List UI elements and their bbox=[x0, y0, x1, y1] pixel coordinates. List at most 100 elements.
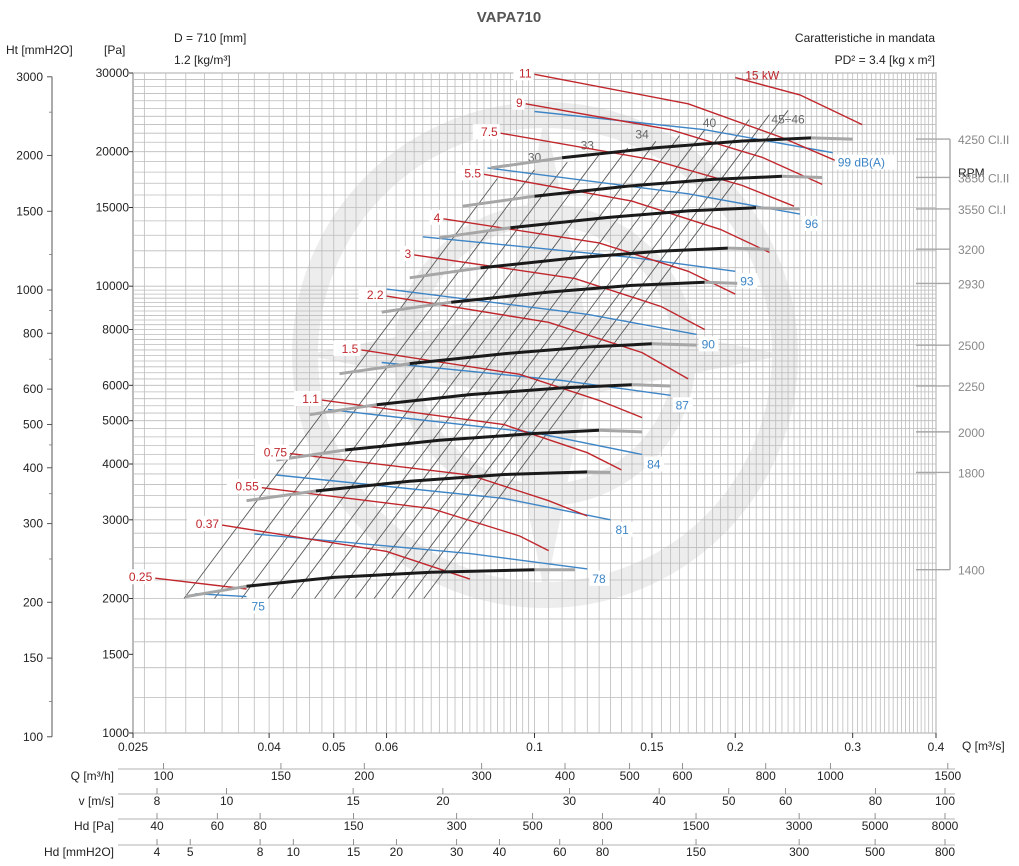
noise-label-bg bbox=[834, 154, 897, 170]
noise-label-bg bbox=[612, 521, 633, 537]
rpm-label: 2500 bbox=[958, 339, 985, 353]
power-label: 0.75 bbox=[264, 446, 288, 460]
rpm-curve-left bbox=[246, 489, 317, 503]
pa-unit-label: [Pa] bbox=[104, 43, 125, 57]
power-label: 3 bbox=[404, 247, 411, 261]
rpm-curve-right bbox=[727, 246, 770, 251]
efficiency-line bbox=[354, 129, 706, 599]
efficiency-line bbox=[373, 124, 729, 599]
scale-value: 100 bbox=[935, 794, 955, 808]
rpm-curve bbox=[376, 383, 632, 407]
scale-value: 5 bbox=[187, 845, 194, 859]
power-label: 1.5 bbox=[342, 342, 359, 356]
rpm-label: 4250 Cl.II bbox=[958, 133, 1009, 147]
x-tick-label: 0.06 bbox=[375, 740, 399, 754]
scale-value: 150 bbox=[344, 819, 364, 833]
x-tick-label: 0.05 bbox=[322, 740, 346, 754]
noise-label-bg bbox=[801, 216, 822, 232]
pd2-label: PD² = 3.4 [kg x m²] bbox=[835, 53, 935, 67]
power-curve bbox=[321, 399, 622, 471]
power-label-bg bbox=[255, 444, 290, 460]
scale-value: 50 bbox=[722, 794, 736, 808]
y-tick-label-pa: 1500 bbox=[102, 647, 129, 661]
y-tick-label-mm: 500 bbox=[23, 417, 43, 431]
y-tick-label-pa: 3000 bbox=[102, 513, 129, 527]
scale-value: 60 bbox=[211, 819, 225, 833]
scale-value: 800 bbox=[756, 769, 776, 783]
power-label-bg bbox=[456, 165, 484, 181]
efficiency-line bbox=[391, 119, 750, 599]
chart-title: VAPA710 bbox=[477, 9, 541, 26]
noise-curve bbox=[381, 361, 671, 396]
power-curves bbox=[155, 73, 863, 590]
scale-value: 15 bbox=[346, 794, 360, 808]
q-unit-label: Q [m³/s] bbox=[962, 739, 1005, 753]
power-curve bbox=[500, 132, 795, 207]
power-curve bbox=[155, 577, 247, 590]
noise-label: 90 bbox=[702, 337, 716, 351]
rpm-curve-left bbox=[381, 300, 452, 314]
power-label-bg bbox=[333, 340, 361, 356]
density-label: 1.2 [kg/m³] bbox=[174, 53, 231, 67]
efficiency-line bbox=[423, 110, 789, 599]
rpm-curve bbox=[344, 428, 600, 452]
noise-curve bbox=[422, 236, 736, 272]
noise-label: 96 bbox=[805, 217, 819, 231]
scale-value: 150 bbox=[686, 845, 706, 859]
y-tick-label-pa: 2000 bbox=[102, 591, 129, 605]
scale-value: 40 bbox=[652, 794, 666, 808]
rpm-curve-left bbox=[439, 226, 511, 240]
efficiency-line bbox=[267, 154, 600, 599]
power-curve bbox=[483, 173, 770, 254]
rpm-heading: RPM bbox=[958, 166, 985, 180]
diameter-label: D = 710 [mm] bbox=[174, 31, 246, 45]
efficiency-line bbox=[314, 141, 657, 599]
scale-value: 20 bbox=[436, 794, 450, 808]
noise-curve bbox=[254, 533, 588, 570]
power-label: 0.25 bbox=[129, 570, 153, 584]
scale-value: 150 bbox=[271, 769, 291, 783]
y-tick-label-mm: 200 bbox=[23, 595, 43, 609]
scale-value: 300 bbox=[472, 769, 492, 783]
y-tick-label-mm: 1000 bbox=[16, 283, 43, 297]
y-tick-label-mm: 800 bbox=[23, 326, 43, 340]
rpm-curve-right bbox=[631, 383, 671, 388]
scale-value: 300 bbox=[789, 845, 809, 859]
x-tick-label: 0.4 bbox=[928, 740, 945, 754]
axes-layer: 1000 1500 2000 3000 4000 5000 6000 8000 10000 150… bbox=[16, 66, 944, 754]
scale-value: 10 bbox=[220, 794, 234, 808]
scale-value: 8 bbox=[154, 794, 161, 808]
rpm-label: 2250 bbox=[958, 380, 985, 394]
rpm-curve-left bbox=[339, 362, 410, 376]
rpm-curve-right bbox=[587, 470, 611, 474]
scale-value: 80 bbox=[596, 845, 610, 859]
power-label-bg bbox=[513, 65, 534, 81]
power-label: 5.5 bbox=[464, 166, 481, 180]
power-curve bbox=[261, 487, 549, 552]
x-tick-label: 0.1 bbox=[526, 740, 543, 754]
scale-value: 40 bbox=[150, 819, 164, 833]
scale-value: 8 bbox=[257, 845, 264, 859]
rpm-label: 1800 bbox=[958, 466, 985, 480]
rpm-curve-right bbox=[651, 342, 697, 347]
power-label: 7.5 bbox=[481, 125, 498, 139]
y-tick-label-pa: 8000 bbox=[102, 322, 129, 336]
scale-value: 400 bbox=[555, 769, 575, 783]
y-tick-label-pa: 1000 bbox=[102, 726, 129, 740]
efficiency-label: 45÷46 bbox=[771, 113, 805, 127]
y-tick-label-pa: 20000 bbox=[96, 145, 130, 159]
noise-label: 78 bbox=[592, 572, 606, 586]
y-tick-label-mm: 150 bbox=[23, 651, 43, 665]
y-tick-label-mm: 300 bbox=[23, 517, 43, 531]
rpm-curve-left bbox=[185, 584, 247, 599]
rpm-label: 1400 bbox=[958, 564, 985, 578]
rpm-curve-right bbox=[599, 428, 643, 434]
power-label: 9 bbox=[516, 96, 523, 110]
y-tick-label-pa: 5000 bbox=[102, 414, 129, 428]
scale-value: 4 bbox=[154, 845, 161, 859]
x-tick-label: 0.025 bbox=[118, 740, 148, 754]
y-tick-label-pa: 4000 bbox=[102, 457, 129, 471]
power-label-bg bbox=[120, 569, 155, 585]
power-label-bg bbox=[400, 245, 414, 261]
